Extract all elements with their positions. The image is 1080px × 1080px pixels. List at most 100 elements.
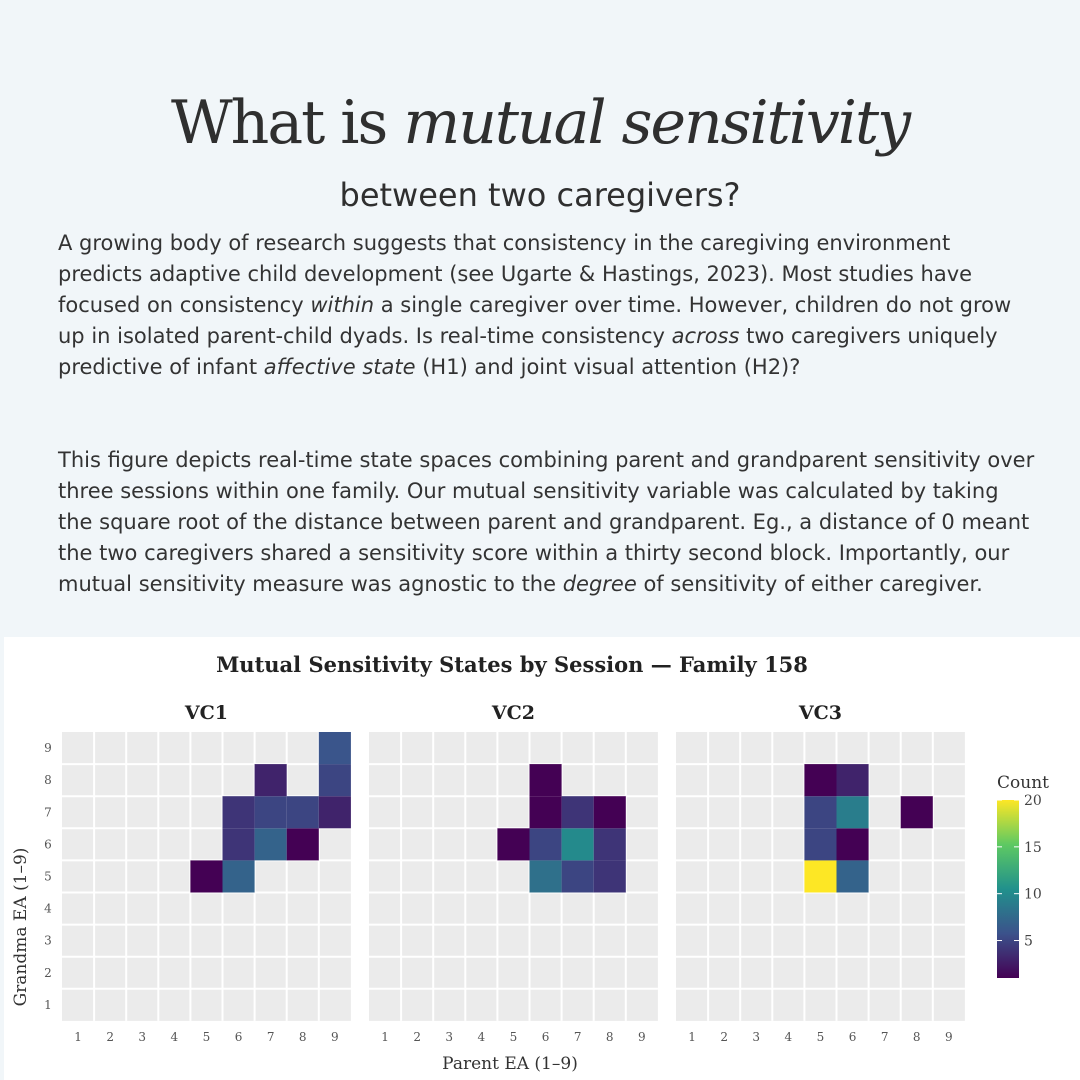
x-tick-label: 4: [478, 1030, 486, 1044]
y-tick-label: 6: [44, 837, 52, 851]
y-tick-label: 9: [44, 741, 52, 755]
heatmap-cell: [561, 828, 594, 861]
heatmap-cell: [529, 764, 562, 797]
heatmap-cell: [593, 860, 626, 893]
x-tick-label: 8: [913, 1030, 921, 1044]
heatmap-cell: [804, 828, 837, 861]
heatmap-cell: [318, 796, 351, 829]
x-tick-label: 3: [138, 1030, 146, 1044]
x-tick-label: 3: [752, 1030, 760, 1044]
legend-title: Count: [997, 773, 1049, 793]
panel-title: VC3: [798, 702, 842, 724]
heatmap-cell: [804, 764, 837, 797]
legend-tick-label: 15: [1024, 840, 1042, 856]
y-tick-label: 1: [44, 998, 52, 1012]
heatmap-cell: [529, 828, 562, 861]
heatmap-cell: [529, 796, 562, 829]
x-tick-label: 5: [817, 1030, 825, 1044]
y-tick-label: 3: [44, 934, 52, 948]
x-tick-label: 5: [510, 1030, 518, 1044]
heatmap-cell: [804, 796, 837, 829]
intro-emphasis-affective: affective state: [263, 355, 416, 379]
x-tick-label: 7: [267, 1030, 275, 1044]
y-tick-label: 7: [44, 805, 52, 819]
intro-emphasis-across: across: [671, 324, 740, 348]
x-tick-label: 2: [106, 1030, 114, 1044]
intro-text-1: A growing body of research suggests that…: [58, 231, 973, 317]
heatmap-cell: [222, 828, 255, 861]
x-axis-label: Parent EA (1–9): [442, 1054, 578, 1074]
x-tick-label: 6: [542, 1030, 550, 1044]
x-tick-label: 4: [785, 1030, 793, 1044]
x-tick-label: 9: [331, 1030, 339, 1044]
legend-tick-label: 20: [1024, 793, 1042, 809]
x-tick-label: 7: [574, 1030, 582, 1044]
heatmap-cell: [836, 764, 869, 797]
x-tick-label: 8: [606, 1030, 614, 1044]
chart-title: Mutual Sensitivity States by Session — F…: [216, 652, 808, 677]
x-tick-label: 1: [688, 1030, 696, 1044]
heatmap-figure: Mutual Sensitivity States by Session — F…: [4, 637, 1080, 1080]
heatmap-cell: [593, 828, 626, 861]
heatmap-cell: [254, 796, 287, 829]
panel-vc1: VC1 1 2 3 4 5 6 7 8 9 1 2 3 4 5 6 7 8 9: [44, 702, 351, 1044]
x-tick-label: 8: [299, 1030, 307, 1044]
page-subtitle: between two caregivers?: [339, 176, 741, 214]
description-text-2: of sensitivity of either caregiver.: [636, 572, 983, 596]
heatmap-cell: [593, 796, 626, 829]
y-axis-label: Grandma EA (1–9): [11, 848, 31, 1007]
x-tick-label: 7: [881, 1030, 889, 1044]
page-title: What is mutual sensitivity: [0, 88, 1080, 158]
intro-paragraph: A growing body of research suggests that…: [58, 228, 1038, 383]
description-emphasis-degree: degree: [562, 572, 637, 596]
heatmap-cell: [222, 796, 255, 829]
y-tick-label: 4: [44, 902, 52, 916]
x-tick-label: 6: [235, 1030, 243, 1044]
heatmap-chart: Mutual Sensitivity States by Session — F…: [11, 652, 1049, 1074]
heatmap-cell: [318, 732, 351, 765]
heatmap-cell: [190, 860, 223, 893]
y-tick-label: 5: [44, 869, 52, 883]
legend-tick-label: 5: [1024, 934, 1033, 950]
heatmap-cell: [286, 796, 319, 829]
heatmap-cell: [836, 828, 869, 861]
heatmap-cell: [529, 860, 562, 893]
x-tick-label: 2: [720, 1030, 728, 1044]
y-tick-label: 8: [44, 773, 52, 787]
panel-title: VC2: [491, 702, 535, 724]
y-tick-label: 2: [44, 966, 52, 980]
x-tick-label: 5: [203, 1030, 211, 1044]
heatmap-cell: [254, 764, 287, 797]
color-legend: Count 5 10 15 20: [997, 773, 1049, 978]
heatmap-cell: [900, 796, 933, 829]
x-tick-label: 2: [413, 1030, 421, 1044]
intro-emphasis-within: within: [310, 293, 375, 317]
heatmap-cell: [222, 860, 255, 893]
x-tick-label: 9: [638, 1030, 646, 1044]
intro-text-3: two caregivers uniquely predictive of in…: [58, 324, 998, 379]
heatmap-cell: [804, 860, 837, 893]
x-tick-label: 4: [171, 1030, 179, 1044]
description-text-1: This figure depicts real-time state spac…: [58, 448, 1035, 596]
heatmap-cell: [286, 828, 319, 861]
title-plain: What is: [171, 88, 404, 158]
heatmap-cell: [561, 860, 594, 893]
x-tick-label: 1: [381, 1030, 389, 1044]
panel-vc2: VC2 1 2 3 4 5 6 7 8 9: [369, 702, 658, 1044]
heatmap-cell: [318, 764, 351, 797]
heatmap-cell: [561, 796, 594, 829]
x-tick-label: 6: [849, 1030, 857, 1044]
heatmap-cell: [836, 796, 869, 829]
legend-colorbar: [997, 800, 1019, 978]
figure-description-paragraph: This figure depicts real-time state spac…: [58, 445, 1038, 600]
heatmap-cell: [836, 860, 869, 893]
intro-text-4: (H1) and joint visual attention (H2)?: [415, 355, 801, 379]
x-tick-label: 1: [74, 1030, 82, 1044]
heatmap-cell: [254, 828, 287, 861]
title-italic: mutual sensitivity: [403, 88, 911, 158]
panel-vc3: VC3 1 2 3 4 5 6 7 8 9: [676, 702, 965, 1044]
heatmap-cell: [497, 828, 530, 861]
x-tick-label: 3: [445, 1030, 453, 1044]
panel-title: VC1: [184, 702, 228, 724]
x-tick-label: 9: [945, 1030, 953, 1044]
